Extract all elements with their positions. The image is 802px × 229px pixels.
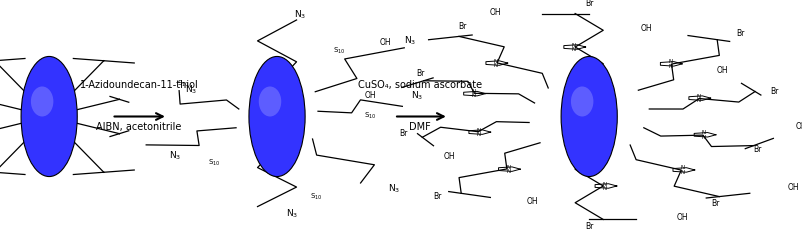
Text: N
N: N N [602,181,606,190]
Ellipse shape [21,57,77,177]
Text: OH: OH [715,65,727,74]
Text: Br: Br [433,191,441,200]
Text: S$_{10}$: S$_{10}$ [208,157,221,167]
Text: N
N: N N [476,127,480,136]
Text: S$_{10}$: S$_{10}$ [177,78,189,88]
Text: OH: OH [676,213,688,221]
Text: Br: Br [585,221,593,229]
Text: DMF: DMF [408,121,430,131]
Text: OH: OH [379,38,391,47]
Text: N$_3$: N$_3$ [411,89,423,102]
Text: N
N: N N [471,89,475,98]
Text: CuSO₄, sodium ascorbate: CuSO₄, sodium ascorbate [358,79,481,89]
Text: Br: Br [416,68,424,77]
Ellipse shape [249,57,305,177]
Text: N
N: N N [667,59,671,68]
Text: OH: OH [795,122,802,131]
Text: N
N: N N [493,58,497,68]
Text: OH: OH [525,196,537,205]
Text: S$_{10}$: S$_{10}$ [333,46,346,56]
Text: OH: OH [787,182,798,191]
Ellipse shape [30,87,53,117]
Text: OH: OH [444,151,455,160]
Text: N$_3$: N$_3$ [294,8,306,21]
Text: Br: Br [752,145,761,154]
Text: N
N: N N [701,130,705,139]
Text: OH: OH [640,24,651,33]
Ellipse shape [561,57,617,177]
Text: Br: Br [769,87,778,96]
Text: N
N: N N [680,165,684,174]
Text: N$_3$: N$_3$ [387,181,399,194]
Ellipse shape [258,87,281,117]
Text: N
N: N N [695,93,700,102]
Text: Br: Br [399,128,407,137]
Text: N$_3$: N$_3$ [169,149,181,162]
Ellipse shape [570,87,593,117]
Text: OH: OH [364,91,376,100]
Text: Br: Br [585,0,593,8]
Text: OH: OH [489,8,500,16]
Text: N
N: N N [571,42,575,52]
Text: N$_3$: N$_3$ [403,34,415,46]
Text: N
N: N N [505,164,510,173]
Text: AIBN, acetonitrile: AIBN, acetonitrile [96,121,181,131]
Text: S$_{10}$: S$_{10}$ [310,191,322,201]
Text: Br: Br [711,198,719,207]
Text: 1-Azidoundecan-11-thiol: 1-Azidoundecan-11-thiol [79,79,198,89]
Text: Br: Br [458,22,467,31]
Text: N$_3$: N$_3$ [286,207,298,219]
Text: N$_3$: N$_3$ [184,83,197,95]
Text: Br: Br [735,29,744,38]
Text: S$_{10}$: S$_{10}$ [364,110,376,120]
